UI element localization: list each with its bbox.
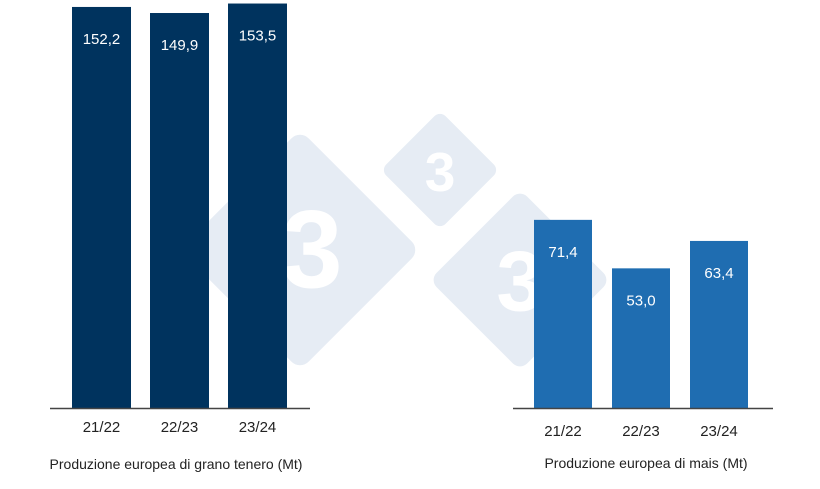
x-tick-label: 23/24 [700, 423, 738, 440]
data-label: 153,5 [239, 28, 277, 45]
bar-23/24 [228, 3, 287, 409]
bar-22/23 [150, 13, 209, 409]
x-tick-label: 21/22 [83, 419, 121, 436]
chart-title: Produzione europea di mais (Mt) [544, 455, 747, 471]
chart-title: Produzione europea di grano tenero (Mt) [50, 456, 303, 472]
bar-22/23 [612, 268, 670, 408]
bar-23/24 [690, 240, 748, 408]
data-label: 71,4 [548, 244, 577, 261]
watermark-digit: 3 [425, 141, 456, 203]
bar-chart-1: 152,2 21/22 149,9 22/23 153,5 23/24 Produzione… [50, 3, 310, 472]
bar-21/22 [72, 6, 131, 408]
data-label: 63,4 [704, 265, 733, 282]
x-tick-label: 23/24 [239, 419, 277, 436]
data-label: 53,0 [626, 292, 655, 309]
data-label: 152,2 [83, 31, 121, 48]
bar-chart-2: 71,4 21/22 53,0 22/23 63,4 23/24 Produzione eu… [513, 219, 773, 471]
data-label: 149,9 [161, 37, 199, 54]
x-tick-label: 21/22 [544, 423, 582, 440]
bar-21/22 [534, 219, 592, 408]
watermark-digit: 3 [281, 189, 342, 312]
watermark-diamond [383, 113, 497, 227]
x-tick-label: 22/23 [622, 423, 660, 440]
x-tick-label: 22/23 [161, 419, 199, 436]
